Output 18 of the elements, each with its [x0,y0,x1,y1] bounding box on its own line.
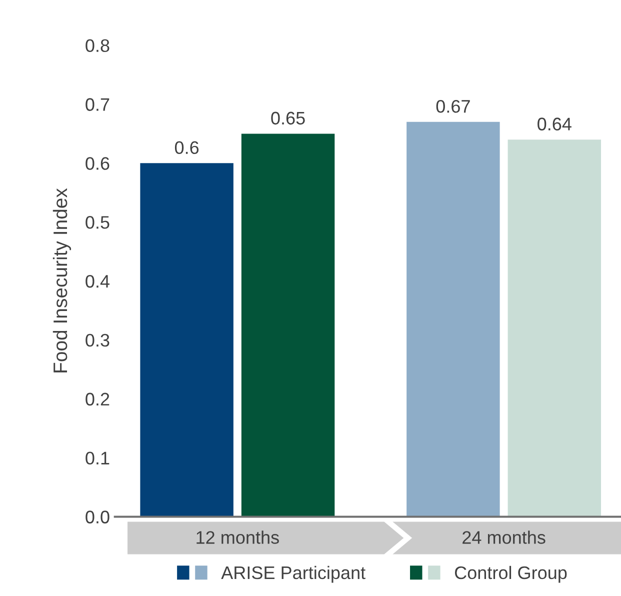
y-tick-label: 0.0 [86,510,110,524]
data-label: 0.67 [436,100,470,113]
y-tick-label: 0.5 [86,216,110,229]
y-tick-label: 0.2 [86,392,110,406]
legend-label: ARISE Participant [221,566,366,583]
x-tick-label: 12 months [196,530,279,544]
y-tick-label: 0.3 [86,334,110,347]
y-tick-label: 0.1 [86,452,110,465]
data-label: 0.6 [174,141,199,154]
y-tick-label: 0.4 [86,274,110,288]
data-label: 0.65 [271,112,305,125]
data-label: 0.64 [538,118,572,130]
y-axis-title: Food Insecurity Index [52,188,72,372]
y-tick-label: 0.6 [86,157,110,170]
x-tick-label: 24 months [462,530,546,544]
y-tick-label: 0.8 [86,39,110,52]
y-tick-label: 0.7 [86,98,110,111]
legend-label: Control Group [454,566,567,583]
